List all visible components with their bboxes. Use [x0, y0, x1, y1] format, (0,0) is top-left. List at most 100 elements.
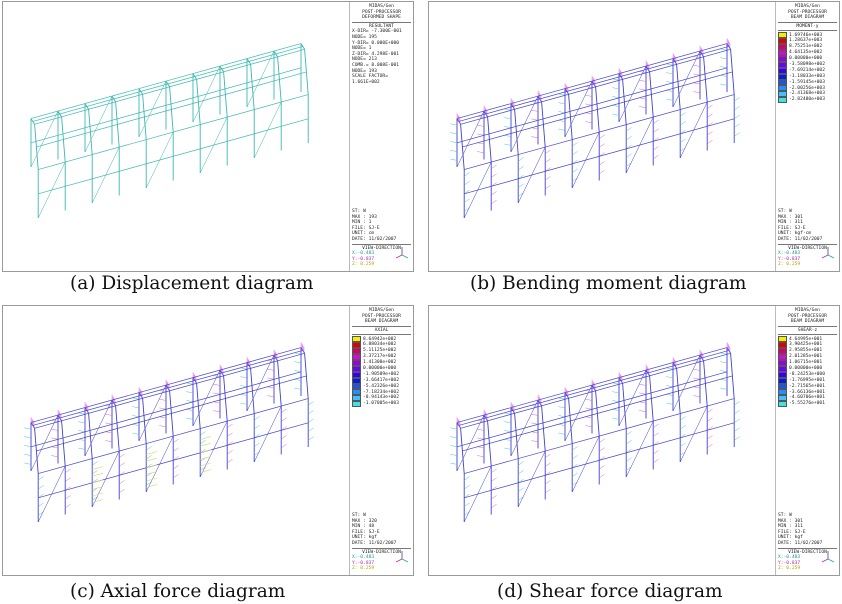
member-line [653, 137, 659, 142]
member-line [200, 448, 206, 454]
member-line [146, 455, 152, 460]
member-line [450, 141, 458, 144]
member-line [545, 167, 551, 172]
member-line [227, 441, 233, 446]
legend-row: -7.69214e+002 [778, 67, 837, 74]
legend-value: 6.88034e+002 [363, 342, 397, 348]
member-line [504, 108, 512, 111]
member-line [51, 446, 59, 449]
info-line: Y-DIR= 0.000E+000 [352, 40, 400, 46]
member-line [477, 151, 485, 154]
member-line [146, 477, 158, 482]
footer-line: FILE: SJ-E [352, 225, 380, 231]
member-line [599, 143, 605, 148]
member-line [491, 182, 497, 187]
header-line: MIDAS/Gen [369, 308, 394, 313]
member-line [626, 127, 632, 132]
legend-value: -1.07005e+003 [363, 401, 399, 407]
info-line: 1.661E+002 [352, 79, 380, 85]
member-line [460, 352, 731, 429]
legend-swatch [778, 401, 787, 408]
member-line [612, 78, 620, 81]
member-line [456, 371, 728, 448]
member-line [304, 49, 309, 95]
member-line [192, 369, 221, 427]
member-line [240, 385, 248, 388]
legend-swatch [778, 91, 787, 98]
member-line [626, 153, 632, 158]
member-line [666, 63, 674, 66]
footer-line: DATE: 11/02/2007 [352, 541, 397, 547]
member-line [227, 458, 233, 464]
member-line [545, 488, 551, 494]
member-line [146, 446, 152, 451]
member-line [460, 428, 465, 474]
caption-displacement: (a) Displacement diagram [70, 273, 314, 294]
info-line: NODE= 1 [352, 46, 372, 52]
member-line [599, 161, 605, 166]
member-line [720, 48, 728, 51]
view-direction-y: Y:-0.837 [352, 560, 375, 566]
member-line [720, 57, 728, 60]
member-line [680, 112, 686, 117]
member-line [599, 447, 605, 452]
member-line [281, 426, 287, 431]
legend-swatch [778, 365, 787, 372]
member-line [119, 480, 125, 485]
member-line [639, 383, 647, 386]
member-line [477, 420, 485, 422]
legend-value: -7.69214e+002 [789, 67, 825, 73]
legend-row: 3.37217e+002 [352, 354, 411, 360]
legend-value: 1.41308e+002 [363, 360, 397, 366]
member-line [186, 408, 194, 411]
member-line [159, 407, 167, 410]
member-line [159, 425, 167, 428]
member-line [213, 410, 221, 413]
member-line [254, 442, 260, 447]
member-line [491, 199, 497, 205]
legend-value: 8.75251e+002 [789, 44, 823, 50]
member-line [504, 421, 512, 424]
member-line [585, 86, 593, 88]
member-line [585, 112, 593, 115]
member-line [460, 124, 465, 170]
member-line [734, 436, 740, 441]
member-line [38, 476, 44, 481]
legend-swatch [778, 383, 787, 390]
member-line [254, 416, 260, 421]
header-line: POST-PROCESSOR [362, 313, 401, 319]
member-line [173, 465, 179, 470]
member-line [680, 121, 686, 126]
member-line [545, 149, 551, 154]
member-line [625, 420, 654, 478]
member-line [653, 432, 659, 437]
footer-line: MIN : 1 [352, 220, 372, 226]
member-line [653, 423, 659, 428]
legend-row: -5.55276e+001 [778, 401, 837, 408]
legend-swatch [778, 61, 787, 68]
legend-row: -2.00256e+003 [778, 85, 837, 92]
color-legend: 1.69746e+003 1.28637e+003 8.75251e+002 4.64… [778, 32, 837, 104]
member-line [531, 440, 539, 443]
member-line [464, 118, 735, 195]
legend-value: 0.00000e+000 [789, 365, 823, 371]
member-line [653, 450, 659, 455]
member-line [680, 138, 686, 143]
legend-value: 1.28637e+003 [789, 38, 823, 44]
legend-swatch [352, 395, 361, 402]
legend-swatch [778, 389, 787, 396]
member-line [558, 102, 566, 105]
member-line [558, 397, 566, 400]
member-line [253, 405, 282, 463]
member-line [78, 438, 86, 441]
member-line [517, 450, 546, 508]
member-line [666, 393, 674, 396]
legend-value: -1.59145e+003 [789, 79, 825, 85]
member-line [585, 94, 593, 97]
member-line [599, 465, 605, 470]
member-line [504, 143, 512, 146]
member-line [693, 64, 701, 67]
member-line [91, 146, 120, 204]
view-direction-label: VIEW-DIRECTION [362, 245, 401, 251]
member-line [34, 352, 305, 429]
